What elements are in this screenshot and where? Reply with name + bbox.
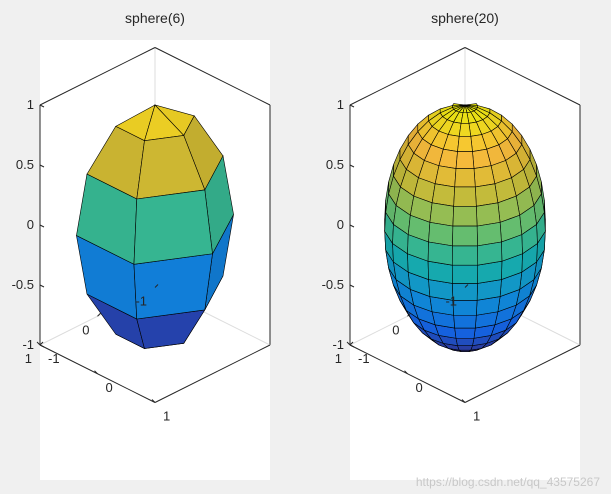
surface-face bbox=[133, 189, 213, 265]
z-tick-label: -0.5 bbox=[322, 277, 344, 292]
surface-face bbox=[451, 245, 479, 266]
x-tick-label: 1 bbox=[163, 409, 170, 424]
y-tick-label: 0 bbox=[392, 322, 399, 337]
z-tick-label: 1 bbox=[27, 97, 34, 112]
surface-face bbox=[427, 241, 453, 266]
y-tick-mark bbox=[154, 284, 159, 288]
z-tick-label: -0.5 bbox=[12, 277, 34, 292]
z-tick-mark bbox=[39, 344, 45, 348]
x-tick-mark bbox=[94, 370, 98, 375]
box-edge bbox=[39, 47, 156, 106]
x-tick-mark bbox=[36, 341, 41, 346]
x-tick-label: 0 bbox=[106, 380, 113, 395]
surface-face bbox=[455, 337, 475, 346]
axis-ticks: -1 -0.5 0 0.5 1 1 0 -1 -1 0 1 bbox=[12, 97, 171, 424]
x-tick-label: -1 bbox=[48, 351, 60, 366]
axes-sphere-6[interactable]: -1 -0.5 0 0.5 1 1 0 -1 -1 0 1 sphere(6) bbox=[12, 10, 271, 480]
sphere-surface bbox=[76, 104, 234, 350]
z-tick-mark bbox=[349, 164, 355, 168]
surface-face bbox=[473, 165, 496, 188]
surface-face bbox=[477, 241, 503, 266]
surface-face bbox=[455, 151, 475, 169]
surface-face bbox=[429, 202, 454, 227]
surface-face bbox=[452, 206, 478, 227]
y-tick-label: -1 bbox=[445, 294, 457, 309]
z-tick-label: 0.5 bbox=[16, 157, 34, 172]
surface-face bbox=[454, 327, 476, 339]
surface-face bbox=[454, 168, 476, 188]
axes-sphere-20[interactable]: -1 -0.5 0 0.5 1 1 0 -1 -1 0 1 sphere(20) bbox=[322, 10, 581, 480]
x-tick-label: 0 bbox=[416, 380, 423, 395]
x-tick-mark bbox=[346, 341, 351, 346]
surface-face bbox=[453, 314, 477, 329]
x-tick-label: -1 bbox=[358, 351, 370, 366]
z-tick-label: -1 bbox=[22, 337, 34, 352]
x-tick-mark bbox=[404, 370, 408, 375]
y-tick-mark bbox=[349, 341, 354, 346]
z-tick-mark bbox=[349, 104, 355, 108]
z-tick-mark bbox=[39, 164, 45, 168]
z-tick-label: 1 bbox=[337, 97, 344, 112]
y-tick-mark bbox=[407, 312, 411, 317]
axes-title: sphere(20) bbox=[431, 10, 499, 26]
z-tick-label: 0.5 bbox=[326, 157, 344, 172]
z-tick-label: -1 bbox=[332, 337, 344, 352]
axis-ticks: -1 -0.5 0 0.5 1 1 0 -1 -1 0 1 bbox=[322, 97, 481, 424]
y-tick-label: -1 bbox=[135, 294, 147, 309]
z-tick-label: 0 bbox=[337, 217, 344, 232]
z-tick-label: 0 bbox=[27, 217, 34, 232]
surface-face bbox=[457, 345, 473, 351]
surface-face bbox=[431, 183, 456, 207]
surface-face bbox=[457, 136, 473, 152]
surface-face bbox=[458, 122, 472, 137]
surface-face bbox=[474, 183, 499, 207]
y-tick-label: 0 bbox=[82, 322, 89, 337]
y-tick-mark bbox=[97, 312, 101, 317]
surface-face bbox=[451, 264, 479, 284]
axes-title: sphere(6) bbox=[125, 10, 185, 26]
x-tick-label: 1 bbox=[473, 409, 480, 424]
watermark: https://blog.csdn.net/qq_43575267 bbox=[416, 475, 600, 489]
box-edge bbox=[464, 47, 581, 106]
y-tick-label: 1 bbox=[335, 351, 342, 366]
sphere-surface bbox=[384, 103, 546, 352]
x-tick-mark bbox=[151, 399, 156, 403]
surface-face bbox=[476, 202, 501, 227]
box-edge bbox=[154, 344, 271, 403]
y-tick-mark bbox=[464, 284, 469, 288]
z-tick-mark bbox=[349, 344, 355, 348]
surface-face bbox=[434, 165, 457, 188]
surface-face bbox=[453, 186, 477, 207]
x-tick-mark bbox=[461, 399, 466, 403]
box-edge bbox=[464, 344, 581, 403]
box-edge bbox=[349, 47, 466, 106]
z-tick-mark bbox=[349, 224, 355, 228]
z-tick-mark bbox=[39, 104, 45, 108]
surface-face bbox=[133, 253, 213, 320]
y-tick-mark bbox=[39, 341, 44, 346]
y-tick-label: 1 bbox=[25, 351, 32, 366]
z-tick-mark bbox=[39, 284, 45, 288]
z-tick-mark bbox=[349, 284, 355, 288]
box-edge bbox=[154, 47, 271, 106]
surface-face bbox=[452, 225, 478, 247]
z-tick-mark bbox=[39, 224, 45, 228]
